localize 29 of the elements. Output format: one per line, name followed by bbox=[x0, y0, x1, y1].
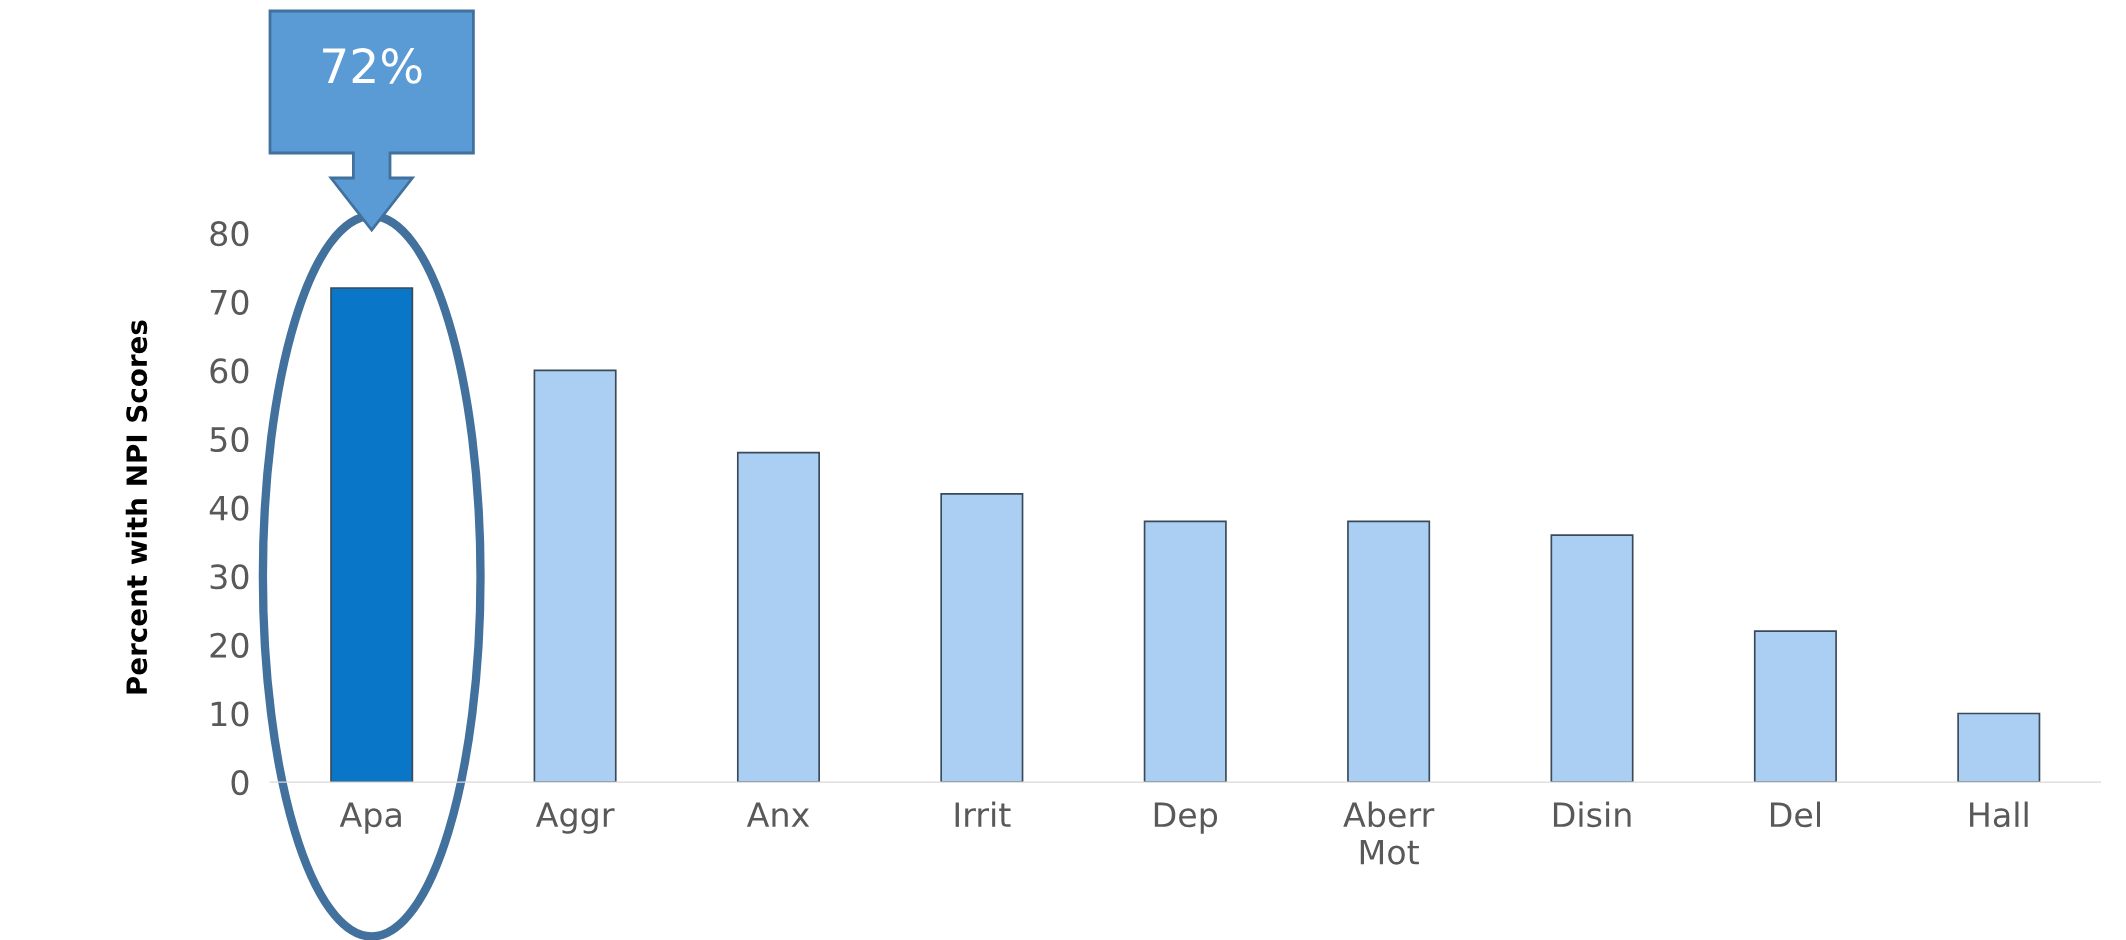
y-tick-label: 40 bbox=[209, 495, 249, 521]
bar bbox=[736, 451, 820, 783]
text: 72% bbox=[323, 47, 422, 84]
bar bbox=[1143, 520, 1227, 783]
bar bbox=[1753, 630, 1837, 783]
bar bbox=[1347, 520, 1431, 783]
x-tick-label: Del bbox=[1770, 801, 1820, 828]
x-tick-label: Aberr Mot bbox=[1343, 801, 1435, 865]
x-tick-label: Hall bbox=[1970, 801, 2028, 828]
y-tick-label: 20 bbox=[210, 632, 249, 658]
y-axis-title: Percent with NPI Scores bbox=[125, 320, 148, 694]
x-tick-label: Disin bbox=[1553, 801, 1631, 828]
x-tick-label: Apa bbox=[339, 802, 401, 834]
y-tick-label: 70 bbox=[210, 289, 249, 315]
y-tick-label: 60 bbox=[210, 358, 249, 384]
bar bbox=[533, 369, 617, 783]
y-tick-label: 80 bbox=[210, 221, 249, 247]
bar bbox=[1550, 534, 1634, 783]
x-tick-label: Aggr bbox=[535, 802, 615, 834]
x-tick-label: Anx bbox=[746, 802, 810, 827]
x-tick-label: Irrit bbox=[955, 801, 1011, 827]
y-tick-label: 50 bbox=[210, 426, 249, 453]
bar bbox=[940, 493, 1024, 783]
bar bbox=[330, 287, 414, 783]
x-tick-label: Dep bbox=[1154, 802, 1218, 834]
y-tick-label: 10 bbox=[211, 701, 249, 727]
bar bbox=[1957, 712, 2041, 783]
y-tick-label: 0 bbox=[231, 770, 249, 796]
y-tick-label: 30 bbox=[210, 564, 249, 590]
